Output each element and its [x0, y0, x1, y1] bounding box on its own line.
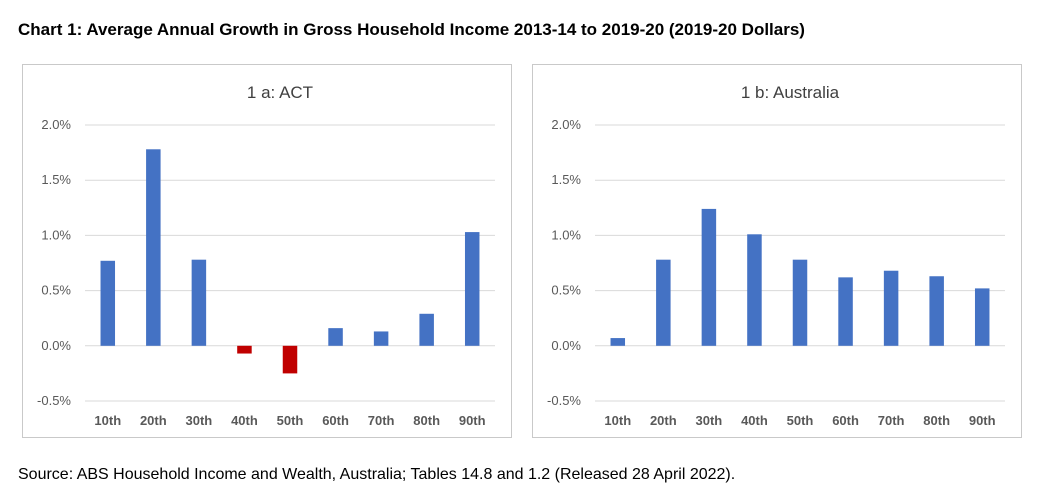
australia-x-tick-label: 50th [787, 413, 814, 428]
australia-x-tick-label: 10th [604, 413, 631, 428]
act-y-tick-label: 0.5% [41, 283, 71, 298]
australia-y-tick-label: 0.0% [551, 338, 581, 353]
australia-bar-60th [838, 277, 853, 346]
australia-bar-10th [610, 338, 626, 346]
chart-act-svg: 1 a: ACT 2.0% 1.5% 1.0% 0.5% 0.0% -0.5% 10th 20t… [37, 83, 495, 428]
act-bar-80th [419, 313, 434, 346]
act-x-tick-label: 30th [186, 413, 213, 428]
australia-bar-80th [929, 276, 944, 346]
australia-bar-20th [656, 259, 671, 346]
act-bar-90th [464, 232, 480, 346]
act-bar-10th [100, 260, 116, 346]
chart-panel-australia: 1 b: Australia 2.0% 1.5% 1.0% 0.5% 0.0% -0.5% 1… [532, 64, 1022, 438]
act-x-tick-label: 50th [277, 413, 304, 428]
act-y-tick-label: 0.0% [41, 338, 71, 353]
act-y-tick-label: 2.0% [41, 117, 71, 132]
australia-x-tick-label: 30th [696, 413, 723, 428]
act-x-tick-label: 10th [94, 413, 121, 428]
australia-bar-70th [883, 270, 899, 346]
act-bar-40th [237, 345, 252, 354]
chart-main-title: Chart 1: Average Annual Growth in Gross … [18, 20, 805, 39]
australia-x-tick-label: 90th [969, 413, 996, 428]
act-bar-50th [282, 345, 298, 374]
act-x-tick-label: 60th [322, 413, 349, 428]
australia-y-tick-label: -0.5% [547, 393, 581, 408]
australia-x-tick-label: 60th [832, 413, 859, 428]
act-x-tick-label: 40th [231, 413, 258, 428]
australia-x-tick-label: 20th [650, 413, 677, 428]
act-y-tick-label: 1.0% [41, 227, 71, 242]
australia-y-tick-label: 0.5% [551, 283, 581, 298]
australia-x-tick-label: 40th [741, 413, 768, 428]
act-x-tick-label: 70th [368, 413, 395, 428]
australia-bar-40th [747, 234, 762, 346]
act-chart-title: 1 a: ACT [247, 83, 313, 102]
act-x-tick-label: 90th [459, 413, 486, 428]
australia-y-tick-label: 2.0% [551, 117, 581, 132]
act-bar-30th [191, 259, 207, 346]
australia-x-tick-label: 70th [878, 413, 905, 428]
australia-y-tick-label: 1.5% [551, 172, 581, 187]
australia-bar-90th [974, 288, 990, 346]
act-y-tick-label: 1.5% [41, 172, 71, 187]
australia-x-tick-label: 80th [923, 413, 950, 428]
act-bar-20th [146, 149, 161, 346]
act-bar-60th [328, 328, 343, 346]
act-y-tick-label: -0.5% [37, 393, 71, 408]
source-note: Source: ABS Household Income and Wealth,… [18, 466, 736, 483]
australia-chart-title: 1 b: Australia [741, 83, 840, 102]
act-x-tick-label: 80th [413, 413, 440, 428]
australia-y-tick-label: 1.0% [551, 227, 581, 242]
act-bar-70th [373, 331, 389, 346]
act-x-tick-label: 20th [140, 413, 167, 428]
australia-bar-30th [701, 208, 717, 346]
chart-panel-act: 1 a: ACT 2.0% 1.5% 1.0% 0.5% 0.0% -0.5% 10th 20t… [22, 64, 512, 438]
chart-australia-svg: 1 b: Australia 2.0% 1.5% 1.0% 0.5% 0.0% -0.5% 1… [547, 83, 1005, 428]
australia-bar-50th [792, 259, 808, 346]
